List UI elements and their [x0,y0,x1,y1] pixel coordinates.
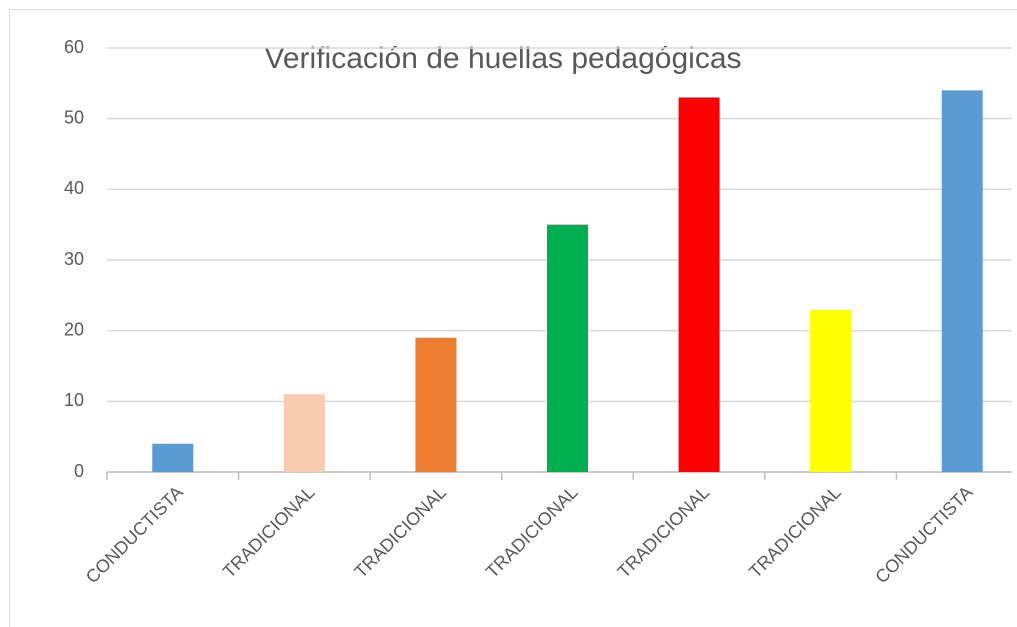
y-tick-label: 20 [64,319,84,339]
chart-title: Verificación de huellas pedagógicas [265,42,742,75]
y-tick-label: 60 [64,37,84,57]
y-tick-label: 0 [74,461,84,481]
y-tick-label: 10 [64,390,84,410]
bar [810,309,852,472]
bar [415,337,457,472]
bar [283,394,325,472]
y-tick-label: 50 [64,107,84,127]
bar [152,443,194,472]
bar [678,97,720,472]
chart-border [9,9,1017,627]
y-tick-label: 40 [64,178,84,198]
bar [547,224,588,472]
y-tick-label: 30 [64,249,84,269]
bar [941,90,983,473]
